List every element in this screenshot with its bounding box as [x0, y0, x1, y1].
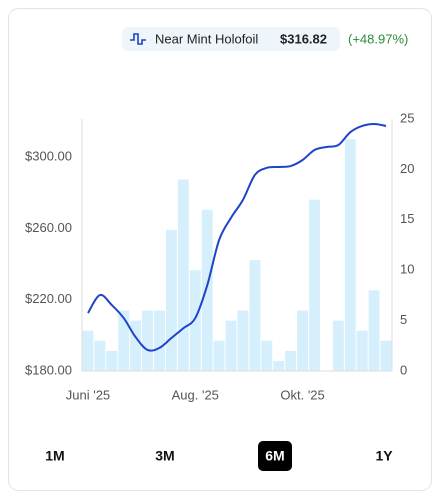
range-button[interactable]: 1Y [375, 448, 393, 464]
bar [225, 320, 237, 371]
bar [82, 330, 94, 371]
bar [142, 310, 154, 371]
y-tick-label: $300.00 [25, 149, 72, 164]
bar [165, 229, 177, 371]
bar [368, 290, 380, 371]
bar [249, 260, 261, 371]
bar [106, 350, 118, 371]
y-tick-label: $220.00 [25, 291, 72, 306]
y2-tick-label: 15 [400, 211, 414, 226]
bar [380, 340, 392, 371]
bar [344, 139, 356, 371]
y-tick-label: $260.00 [25, 220, 72, 235]
card-border [8, 8, 432, 491]
bar [297, 310, 309, 371]
bar [118, 310, 130, 371]
y2-tick-label: 0 [400, 362, 407, 377]
bar [213, 340, 225, 371]
x-tick-label: Okt. '25 [280, 387, 324, 402]
y2-tick-label: 10 [400, 262, 414, 277]
bar [130, 320, 142, 371]
legend-name: Near Mint Holofoil [155, 31, 258, 46]
legend-price: $316.82 [280, 31, 327, 46]
legend-change: (+48.97%) [348, 31, 408, 46]
bar [261, 340, 273, 371]
y2-tick-label: 20 [400, 161, 414, 176]
range-button-bg[interactable] [258, 441, 292, 471]
y-tick-label: $180.00 [25, 362, 72, 377]
x-tick-label: Juni '25 [66, 387, 110, 402]
bar [154, 310, 165, 371]
price-line [87, 122, 387, 352]
y2-tick-label: 25 [400, 110, 414, 125]
bar [237, 310, 249, 371]
bar [189, 270, 201, 371]
bar [201, 209, 213, 371]
range-button[interactable]: 1M [45, 448, 64, 464]
bar [273, 360, 285, 371]
bar [356, 330, 368, 371]
legend-icon [130, 33, 146, 45]
bar [94, 340, 106, 371]
bar [309, 199, 320, 371]
range-button[interactable]: 3M [155, 448, 174, 464]
x-tick-label: Aug. '25 [172, 387, 219, 402]
y2-tick-label: 5 [400, 312, 407, 327]
legend-pill [122, 27, 340, 51]
bar [332, 320, 344, 371]
bar [285, 350, 297, 371]
bar [177, 179, 189, 371]
range-button[interactable]: 6M [265, 448, 284, 464]
